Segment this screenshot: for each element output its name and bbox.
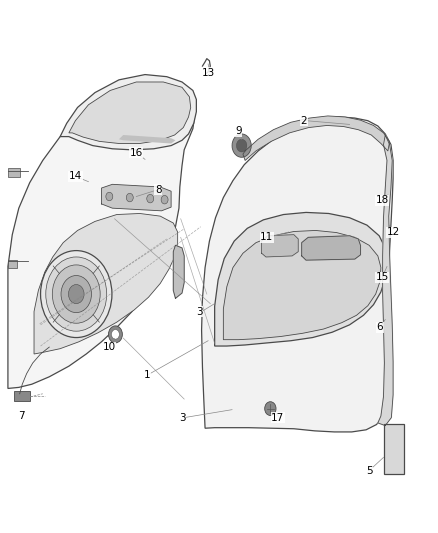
Circle shape — [126, 193, 133, 202]
Text: 9: 9 — [235, 126, 242, 136]
Text: 15: 15 — [375, 272, 389, 282]
Circle shape — [112, 329, 119, 339]
Text: 11: 11 — [260, 232, 273, 243]
Text: 2: 2 — [300, 116, 307, 126]
Polygon shape — [173, 245, 184, 298]
Text: 12: 12 — [386, 227, 400, 237]
Polygon shape — [378, 135, 393, 425]
Circle shape — [232, 134, 251, 157]
Text: 3: 3 — [179, 413, 185, 423]
Circle shape — [147, 195, 154, 203]
Polygon shape — [119, 135, 176, 143]
Polygon shape — [102, 184, 171, 211]
Polygon shape — [243, 116, 390, 160]
Text: 8: 8 — [155, 184, 161, 195]
Circle shape — [109, 326, 122, 343]
Polygon shape — [8, 82, 195, 389]
Text: 14: 14 — [69, 172, 82, 181]
FancyBboxPatch shape — [8, 260, 18, 268]
Circle shape — [41, 251, 112, 337]
FancyBboxPatch shape — [384, 424, 404, 474]
Circle shape — [265, 402, 276, 416]
Polygon shape — [223, 230, 381, 340]
Circle shape — [161, 196, 168, 204]
Circle shape — [106, 192, 113, 201]
Polygon shape — [60, 75, 196, 150]
Text: 3: 3 — [196, 306, 203, 317]
Polygon shape — [69, 82, 191, 143]
Polygon shape — [34, 214, 178, 354]
Text: 16: 16 — [130, 148, 143, 158]
Text: 18: 18 — [375, 195, 389, 205]
Circle shape — [52, 265, 100, 323]
Text: 13: 13 — [201, 68, 215, 78]
Polygon shape — [261, 235, 298, 257]
Polygon shape — [215, 213, 387, 346]
Circle shape — [237, 139, 247, 152]
Text: 5: 5 — [366, 466, 372, 475]
Polygon shape — [201, 117, 393, 432]
Circle shape — [46, 257, 107, 331]
Text: 7: 7 — [18, 411, 24, 421]
FancyBboxPatch shape — [8, 168, 20, 177]
Text: 1: 1 — [144, 370, 151, 380]
Circle shape — [61, 276, 92, 313]
Polygon shape — [302, 236, 360, 260]
Circle shape — [68, 285, 84, 304]
Text: 10: 10 — [103, 342, 116, 352]
FancyBboxPatch shape — [14, 391, 30, 401]
Text: 17: 17 — [271, 413, 284, 423]
Text: 6: 6 — [377, 322, 383, 333]
